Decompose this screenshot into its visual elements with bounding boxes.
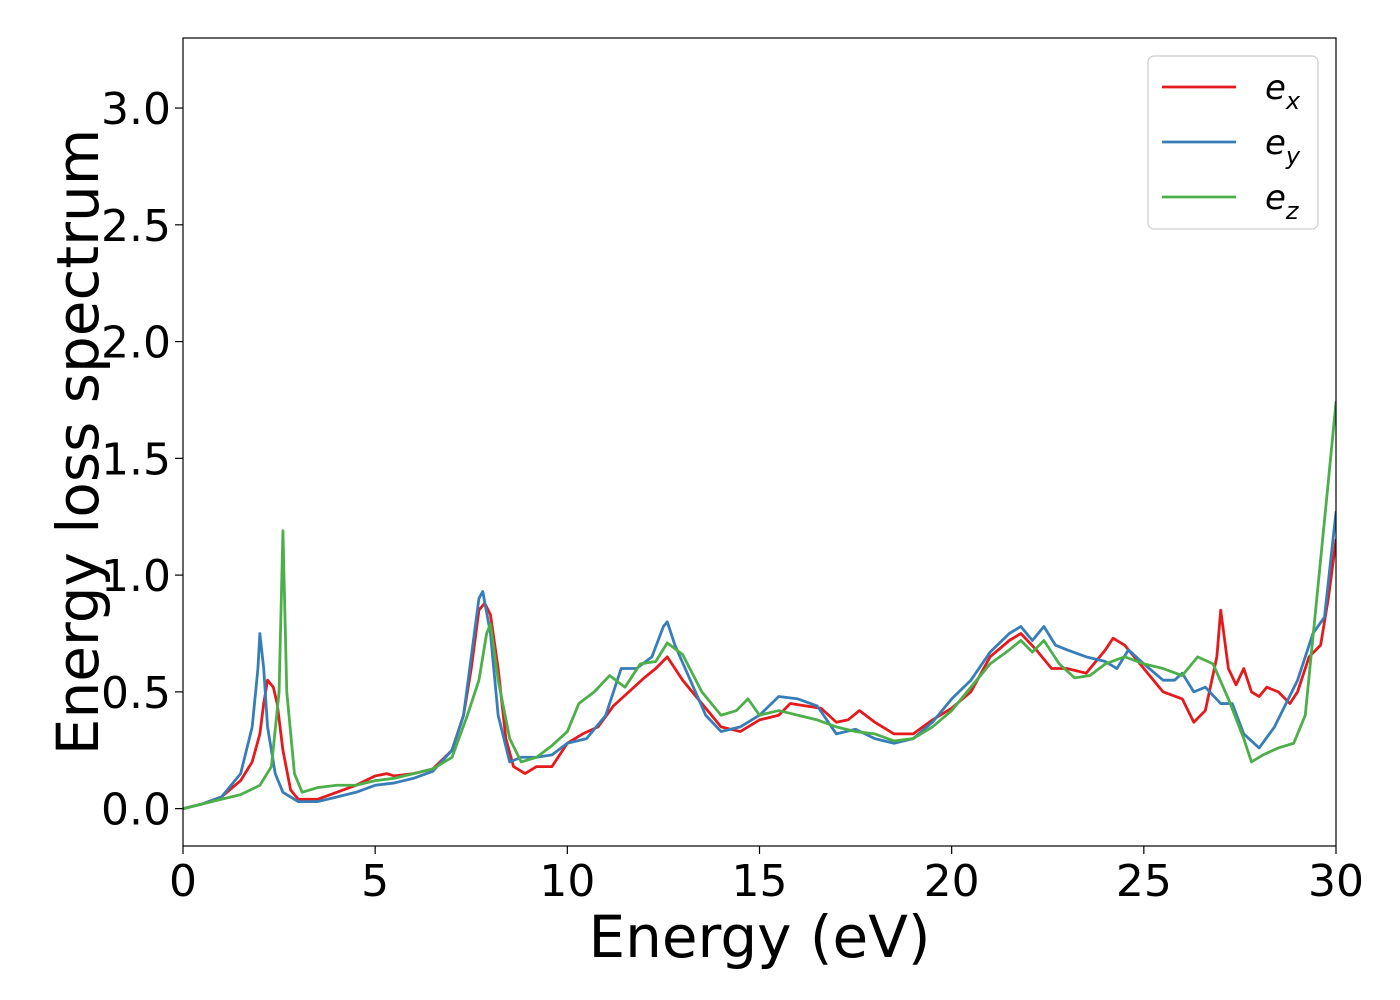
legend: ex ey ez <box>1147 55 1319 230</box>
series-line-y <box>183 510 1336 811</box>
y-tick-label: 2.0 <box>101 318 171 369</box>
y-axis-ticks: 0.0 0.5 1.0 1.5 2.0 2.5 3.0 <box>101 84 183 836</box>
legend-label-z: ez <box>1265 178 1300 225</box>
legend-label-x: ex <box>1265 68 1301 115</box>
x-tick-label: 30 <box>1308 856 1364 907</box>
y-tick-label: 1.0 <box>101 551 171 602</box>
x-tick-label: 10 <box>539 856 595 907</box>
legend-label-y: ey <box>1265 123 1301 170</box>
x-axis-ticks: 0 5 10 15 20 25 30 <box>169 846 1364 907</box>
x-tick-label: 15 <box>732 856 788 907</box>
x-axis-label: Energy (eV) <box>588 903 930 971</box>
x-tick-label: 5 <box>361 856 389 907</box>
x-tick-label: 20 <box>924 856 980 907</box>
x-tick-label: 0 <box>169 856 197 907</box>
y-tick-label: 1.5 <box>101 434 171 485</box>
y-tick-label: 0.5 <box>101 668 171 719</box>
series-line-x <box>183 538 1336 811</box>
y-tick-label: 2.5 <box>101 201 171 252</box>
series-line-z <box>183 400 1336 811</box>
y-tick-label: 3.0 <box>101 84 171 135</box>
y-axis-label: Energy loss spectrum <box>44 129 112 755</box>
y-tick-label: 0.0 <box>101 785 171 836</box>
x-tick-label: 25 <box>1116 856 1172 907</box>
plot-area <box>183 400 1336 811</box>
